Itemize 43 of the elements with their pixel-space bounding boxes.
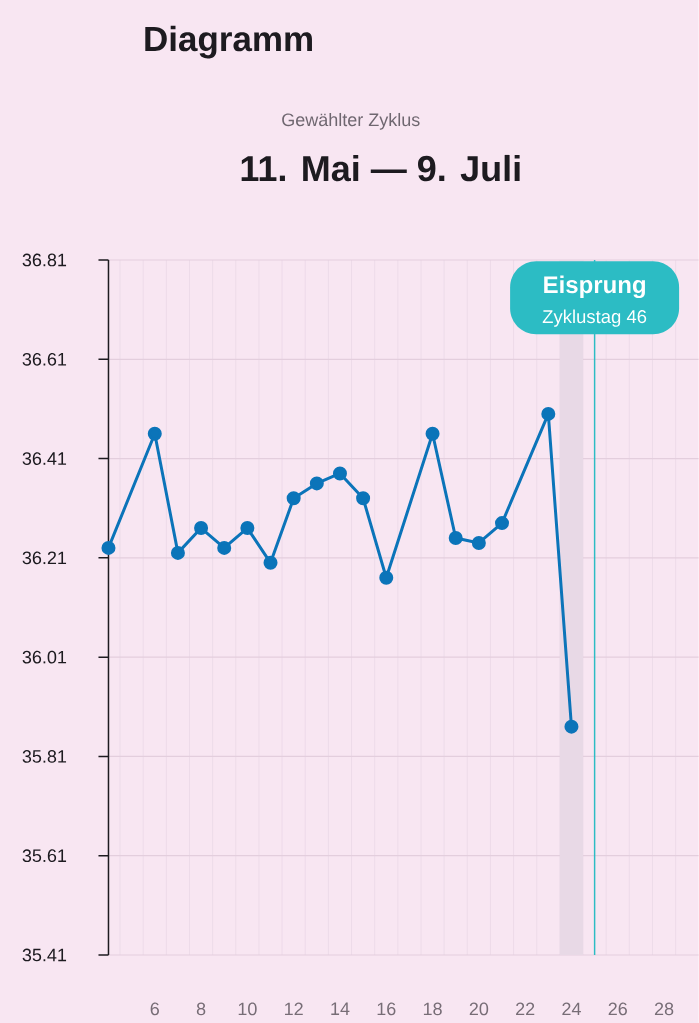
point: [194, 521, 209, 536]
point: [333, 466, 348, 481]
y-tick-label: 36.61: [22, 352, 67, 366]
x-tick-label: 8: [196, 1002, 206, 1016]
point: [217, 540, 232, 555]
y-tick-label: 35.81: [22, 750, 67, 763]
x-tick-label: 10: [238, 1002, 257, 1016]
point: [286, 491, 301, 506]
point: [379, 570, 394, 585]
point: [471, 535, 486, 550]
x-tick-label: 26: [608, 1002, 628, 1016]
point: [425, 426, 440, 441]
point: [448, 531, 463, 545]
point: [541, 406, 556, 421]
point: [147, 426, 162, 441]
point: [171, 545, 186, 560]
y-tick-label: 36.21: [22, 551, 67, 565]
y-tick-label: 36.41: [22, 452, 67, 465]
ref-line-label: Eisprung: [544, 275, 646, 299]
x-tick-label: 14: [331, 1002, 350, 1015]
y-tick-label: 35.61: [22, 849, 67, 863]
x-tick-label: 24: [562, 1002, 582, 1016]
point: [101, 540, 116, 555]
point: [263, 555, 278, 570]
annotation: Zyklustag 46: [542, 309, 647, 327]
x-tick-label: 22: [516, 1002, 535, 1016]
x-tick-label: 28: [655, 1002, 674, 1016]
y-tick-label: 36.01: [22, 650, 67, 664]
x-tick-label: 18: [424, 1002, 442, 1016]
chart-title: Diagramm: [145, 25, 313, 59]
point: [495, 516, 510, 531]
y-tick-label: 35.41: [22, 948, 67, 962]
x-tick-label: 16: [377, 1002, 396, 1016]
point: [564, 719, 579, 734]
point: [309, 476, 324, 491]
x-tick-label: 6: [150, 1002, 160, 1016]
text: 11. Mai — 9. Juli: [241, 154, 520, 182]
x-tick-label: 20: [469, 1002, 489, 1016]
y-tick-label: 36.81: [22, 253, 67, 267]
point: [240, 521, 255, 536]
chart-subtitle: Gewählter Zyklus: [282, 112, 420, 130]
x-tick-label: 12: [285, 1002, 303, 1016]
point: [356, 491, 371, 506]
